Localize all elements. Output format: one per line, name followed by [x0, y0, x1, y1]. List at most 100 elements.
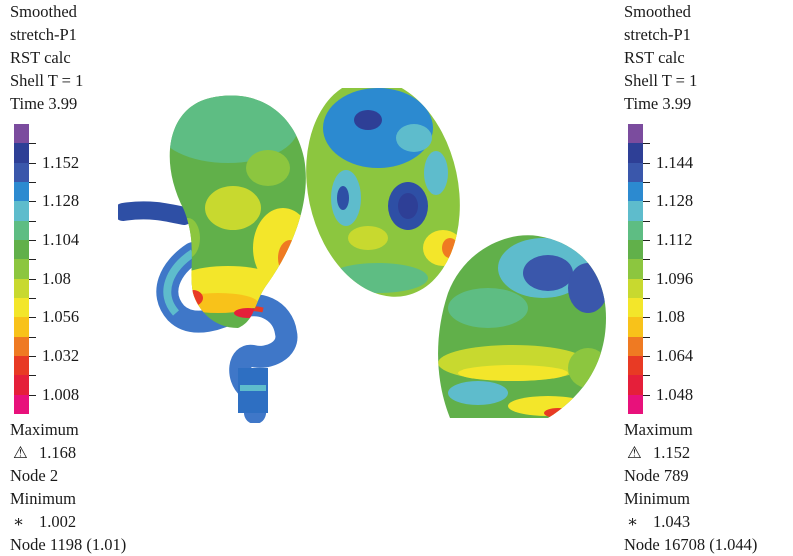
left-min-node: Node 1198 (1.01) [10, 535, 127, 554]
left-scale-swatch [14, 298, 29, 318]
right-scale-label: 1.128 [656, 191, 694, 211]
right-scale-tick [643, 259, 650, 261]
left-header-line: Time 3.99 [10, 94, 78, 113]
left-scale-swatch [14, 201, 29, 222]
left-scale-swatch [14, 182, 29, 202]
right-scale-label: 1.08 [656, 307, 685, 327]
right-scale-tick [643, 317, 650, 319]
right-scale-tick [643, 143, 650, 145]
left-scale-label: 1.08 [42, 268, 71, 288]
left-scale-swatch [14, 336, 29, 357]
left-min-row: ∗ 1.002 [10, 510, 126, 533]
left-max-row: ⚠ 1.168 [10, 441, 126, 464]
right-scale-swatch [628, 259, 643, 280]
left-scale-swatch [14, 278, 29, 299]
left-min-value: 1.002 [39, 512, 77, 531]
left-max-value: 1.168 [39, 443, 77, 462]
right-scale-label: 1.048 [656, 384, 694, 404]
left-scale-tick [29, 182, 36, 183]
left-scale-tick [29, 317, 36, 319]
left-scale-tick [29, 240, 36, 241]
left-scale-label: 1.104 [42, 230, 80, 249]
min-asterisk-icon: ∗ [627, 512, 639, 531]
right-aneurysm [438, 235, 606, 418]
aneurysm-stretch-renderings [118, 88, 606, 423]
left-scale-tick [29, 298, 36, 299]
right-header-line: Time 3.99 [624, 94, 692, 113]
left-header-line: stretch-P1 [10, 25, 77, 44]
right-min-row: ∗ 1.043 [624, 510, 757, 533]
left-max-node: Node 2 [10, 466, 59, 485]
left-max-label: Maximum [10, 420, 79, 439]
left-scale-tick [29, 143, 36, 145]
right-scale-swatch [628, 298, 643, 318]
left-scale-tick [29, 201, 36, 203]
right-scale-swatch [628, 220, 643, 241]
left-scale-tick [29, 394, 36, 396]
right-legend-panel: Smoothed stretch-P1 RST calc Shell T = 1… [624, 0, 757, 554]
right-scale-label: 1.144 [656, 152, 694, 172]
right-scale-tick [643, 162, 650, 164]
left-aneurysm-sac [169, 95, 306, 328]
right-scale-swatch [628, 356, 643, 376]
right-max-label: Maximum [624, 420, 693, 439]
right-min-value: 1.043 [653, 512, 691, 531]
right-scale-tick [643, 375, 650, 377]
right-header-line: stretch-P1 [624, 25, 691, 44]
right-scale-tick [643, 201, 650, 203]
right-scale-tick [643, 394, 650, 396]
left-scale-tick [29, 375, 36, 377]
left-min-label: Minimum [10, 489, 77, 508]
left-scale-swatch [14, 240, 29, 260]
left-scale-tick [29, 220, 36, 222]
left-scale-swatch [14, 162, 29, 183]
left-scale-swatch [14, 394, 29, 415]
left-scale-swatch [14, 375, 29, 396]
left-header: Smoothed stretch-P1 RST calc Shell T = 1… [10, 0, 83, 115]
left-scale-tick [29, 278, 36, 280]
right-color-scale: 1.144 1.128 1.112 1.096 1.08 1.064 1.048 [624, 124, 754, 415]
right-scale-swatch [628, 201, 643, 222]
min-asterisk-icon: ∗ [13, 512, 25, 531]
left-scale-tick [29, 162, 36, 164]
max-triangle-icon: ⚠ [627, 443, 642, 462]
right-scale-tick [643, 240, 650, 241]
right-header-line: RST calc [624, 48, 685, 67]
right-scale-swatch [628, 182, 643, 202]
left-scale-label: 1.128 [42, 191, 80, 211]
left-scale-tick [29, 356, 36, 357]
right-max-row: ⚠ 1.152 [624, 441, 757, 464]
right-scale-swatch [628, 375, 643, 396]
left-scale-tick [29, 336, 36, 338]
right-scale-label: 1.064 [656, 346, 694, 365]
left-scale-swatch [14, 124, 29, 144]
right-scale-swatch [628, 278, 643, 299]
left-color-scale: 1.152 1.128 1.104 1.08 1.056 1.032 1.008 [10, 124, 140, 415]
right-max-node: Node 789 [624, 466, 689, 485]
left-scale-swatch [14, 259, 29, 280]
left-scale-swatch [14, 356, 29, 376]
left-scale-label: 1.056 [42, 307, 80, 327]
max-triangle-icon: ⚠ [13, 443, 28, 462]
right-scale-tick [643, 278, 650, 280]
right-scale-swatch [628, 394, 643, 415]
left-header-line: Shell T = 1 [10, 71, 84, 90]
left-legend-panel: Smoothed stretch-P1 RST calc Shell T = 1… [10, 0, 126, 554]
right-scale-label: 1.112 [656, 230, 693, 249]
right-scale-swatch [628, 162, 643, 183]
right-color-bar [628, 124, 643, 415]
left-scale-label: 1.032 [42, 346, 80, 365]
left-scale-label: 1.008 [42, 384, 80, 404]
right-max-value: 1.152 [653, 443, 691, 462]
right-scale-swatch [628, 317, 643, 338]
right-scale-tick [643, 336, 650, 338]
right-min-node: Node 16708 (1.044) [624, 535, 758, 554]
left-header-line: RST calc [10, 48, 71, 67]
right-scale-label: 1.096 [656, 268, 694, 288]
right-scale-swatch [628, 124, 643, 144]
left-scale-swatch [14, 143, 29, 164]
right-scale-swatch [628, 240, 643, 260]
left-scale-label: 1.152 [42, 152, 80, 172]
right-scale-tick [643, 356, 650, 357]
right-scale-swatch [628, 336, 643, 357]
